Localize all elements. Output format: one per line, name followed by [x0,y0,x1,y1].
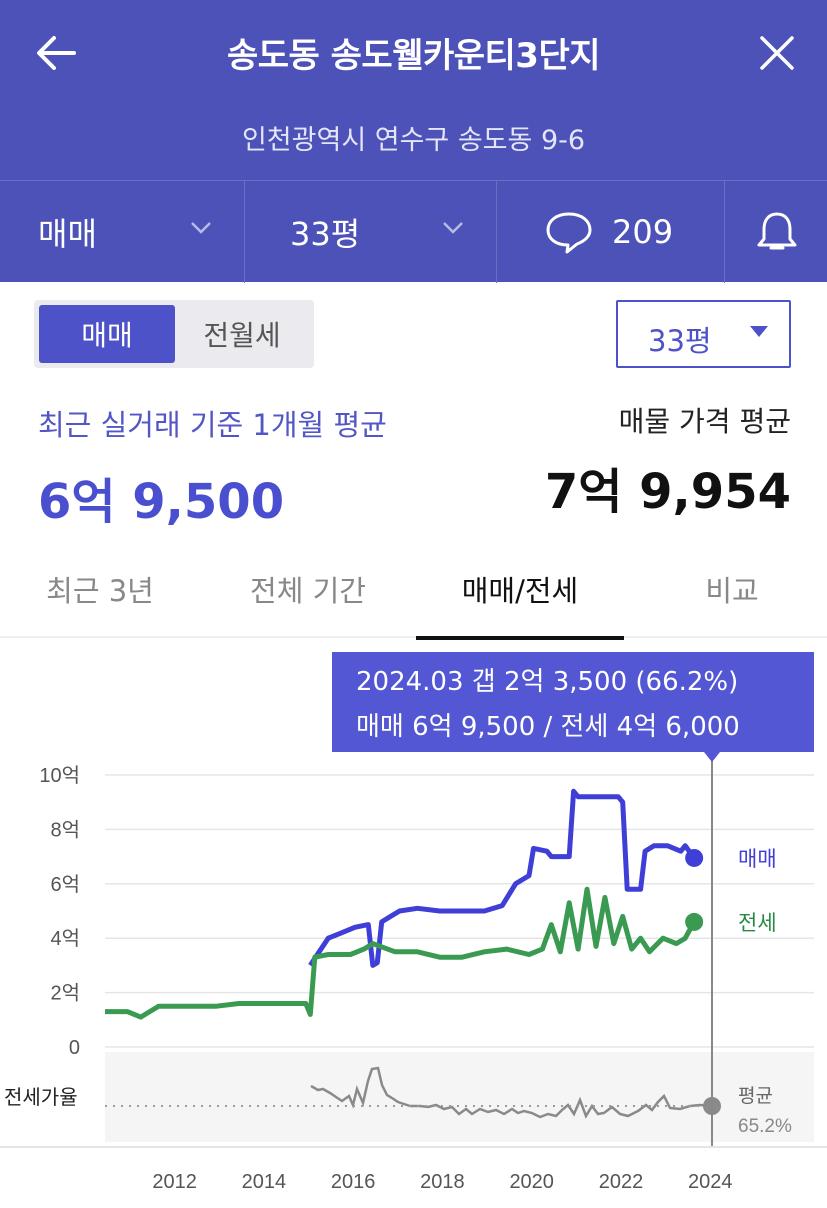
chevron-down-icon [191,222,211,234]
grid [105,774,814,1048]
x-tick-label: 2020 [509,1171,554,1193]
legend-sale: 매매 [738,847,777,871]
bell-icon [757,212,797,250]
tab-sale-jeonse[interactable]: 매매/전세 [416,540,624,640]
x-tick-label: 2018 [420,1171,465,1193]
app-header: 송도동 송도웰카운티3단지 인천광역시 연수구 송도동 9-6 매매 33평 2… [0,0,827,283]
ratio-axis-label: 전세가율 [4,1086,78,1109]
ratio-average-label: 평균 [738,1085,773,1107]
tab-compare[interactable]: 비교 [705,574,759,608]
chevron-down-icon [443,222,463,234]
filter-bar: 매매 33평 209 [0,180,827,283]
comments-button[interactable]: 209 [544,181,724,283]
deal-type-toggle: 매매 전월세 [34,300,314,368]
close-icon[interactable] [754,30,800,76]
sale-line [308,788,697,968]
x-tick-label: 2022 [599,1171,644,1193]
y-tick-label: 0 [69,1037,80,1059]
tooltip-pointer [704,752,720,762]
x-tick-label: 2012 [152,1171,197,1193]
y-tick-label: 10억 [39,764,80,787]
y-tick-label: 6억 [50,873,80,896]
ratio-line [310,1066,713,1119]
tab-recent-3y[interactable]: 최근 3년 [46,574,154,608]
period-tabs: 최근 3년 전체 기간 매매/전세 비교 [0,540,827,640]
tooltip-box [332,652,814,752]
x-tick-label: 2024 [688,1171,733,1193]
size-dropdown[interactable]: 33평 [290,181,496,283]
ratio-average-value: 65.2% [738,1116,792,1137]
ratio-panel [105,1052,814,1142]
y-tick-label: 4억 [50,927,80,950]
tab-all-period[interactable]: 전체 기간 [250,574,366,608]
tooltip-line2: 매매 6억 9,500 / 전세 4억 6,000 [356,712,740,742]
caret-down-icon [750,326,768,337]
address: 인천광역시 연수구 송도동 9-6 [241,125,586,156]
trade-type-label: 매매 [38,215,97,253]
price-chart[interactable]: 10억 8억 6억 4억 2억 0 2012 2014 2016 2018 2020 2022 202… [0,640,827,1208]
toggle-rent[interactable]: 전월세 [203,319,281,352]
x-axis: 2012 2014 2016 2018 2020 2022 2024 [152,1171,732,1193]
listing-average-label: 매물 가격 평균 [618,405,791,438]
recent-average-value: 6억 9,500 [38,474,285,530]
listing-average-value: 7억 9,954 [544,464,791,520]
comment-count: 209 [612,213,674,251]
y-tick-label: 8억 [50,818,80,841]
tooltip-line1: 2024.03 갭 2억 3,500 (66.2%) [356,667,738,697]
size-select[interactable]: 33평 [616,300,791,368]
jeonse-end-point [685,912,704,931]
jeonse-line [105,886,697,1020]
series-lines [105,788,697,1020]
page-title: 송도동 송도웰카운티3단지 [226,36,601,76]
size-select-value: 33평 [648,324,712,358]
x-tick-label: 2016 [331,1171,376,1193]
toggle-sale[interactable]: 매매 [39,305,175,363]
y-tick-label: 2억 [50,982,80,1005]
trade-type-dropdown[interactable]: 매매 [38,181,244,283]
sale-end-point [685,848,704,867]
recent-average-label: 최근 실거래 기준 1개월 평균 [38,408,387,442]
speech-bubble-icon [546,212,592,254]
x-tick-label: 2014 [242,1171,287,1193]
legend-jeonse: 전세 [738,911,777,935]
size-label: 33평 [290,215,361,253]
notification-button[interactable] [754,181,806,283]
y-axis: 10억 8억 6억 4억 2억 0 [39,764,80,1059]
back-arrow-icon[interactable] [34,30,80,76]
